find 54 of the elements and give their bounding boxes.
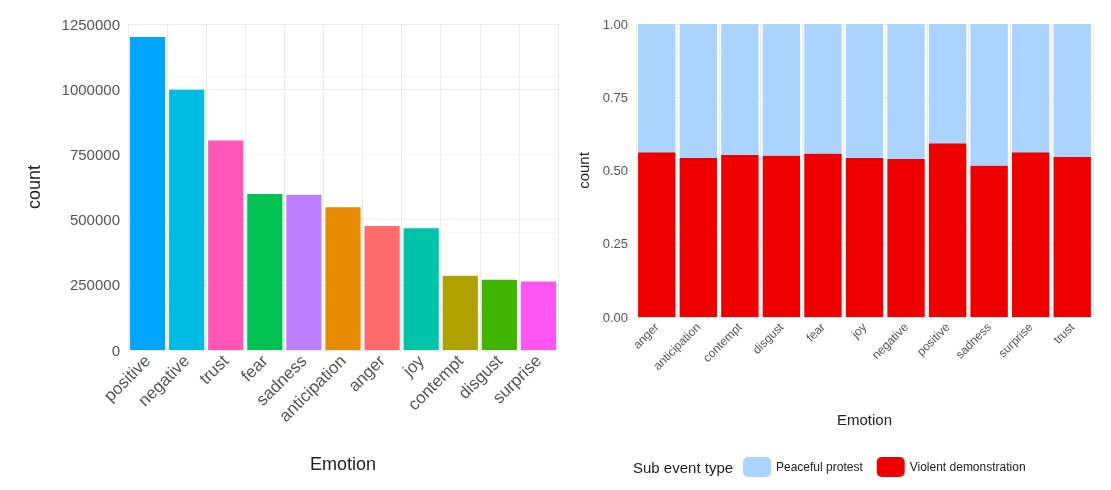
- y-tick-label: 750000: [69, 145, 120, 163]
- bar: [928, 24, 967, 144]
- legend-label: Violent demonstration: [909, 460, 1026, 474]
- y-tick-label: 0: [111, 341, 120, 359]
- y-tick-label: 500000: [69, 211, 120, 229]
- y-tick-label: 1.00: [602, 16, 628, 32]
- bar: [887, 24, 925, 160]
- bar: [1053, 24, 1091, 158]
- bar: [364, 226, 400, 350]
- bar: [1053, 157, 1091, 317]
- y-tick-label: 0.00: [602, 309, 628, 325]
- y-tick-label: 250000: [69, 276, 120, 294]
- bar: [1011, 152, 1050, 317]
- bar: [887, 159, 925, 317]
- bar: [845, 24, 884, 158]
- y-axis-title: count: [24, 164, 44, 210]
- y-axis-title: count: [575, 151, 592, 189]
- bar: [247, 194, 283, 350]
- y-tick-label: 1000000: [61, 80, 120, 98]
- bar: [286, 194, 322, 350]
- bar: [679, 157, 718, 317]
- bar: [970, 24, 1008, 166]
- bar: [721, 24, 759, 155]
- x-tick-label: fear: [803, 320, 828, 345]
- y-tick-label: 0.25: [602, 236, 628, 252]
- bar: [638, 152, 676, 317]
- bar: [520, 281, 557, 350]
- bar: [804, 24, 842, 154]
- bar: [762, 155, 801, 317]
- bar: [762, 24, 801, 156]
- bar: [169, 89, 205, 350]
- x-tick-label: joy: [848, 320, 870, 342]
- bar: [845, 157, 884, 317]
- bar: [679, 24, 718, 158]
- x-axis-title: Emotion: [309, 454, 377, 474]
- bar: [928, 143, 967, 317]
- y-tick-label: 0.50: [602, 163, 628, 178]
- x-tick-label: trust: [1050, 319, 1078, 347]
- bar: [403, 228, 439, 350]
- y-tick-label: 0.75: [602, 89, 628, 105]
- bar: [970, 165, 1008, 317]
- bar: [1011, 24, 1050, 153]
- bar: [721, 154, 759, 317]
- x-axis-title: Emotion: [836, 411, 893, 428]
- bar: [481, 279, 517, 350]
- legend-title: Sub event type: [633, 459, 734, 476]
- bar: [129, 37, 166, 350]
- bar: [442, 275, 478, 350]
- legend-label: Peaceful protest: [776, 460, 864, 474]
- bar: [208, 140, 244, 350]
- bar: [325, 207, 361, 350]
- bar: [804, 153, 842, 317]
- y-tick-label: 1250000: [61, 15, 120, 33]
- bar: [638, 24, 676, 153]
